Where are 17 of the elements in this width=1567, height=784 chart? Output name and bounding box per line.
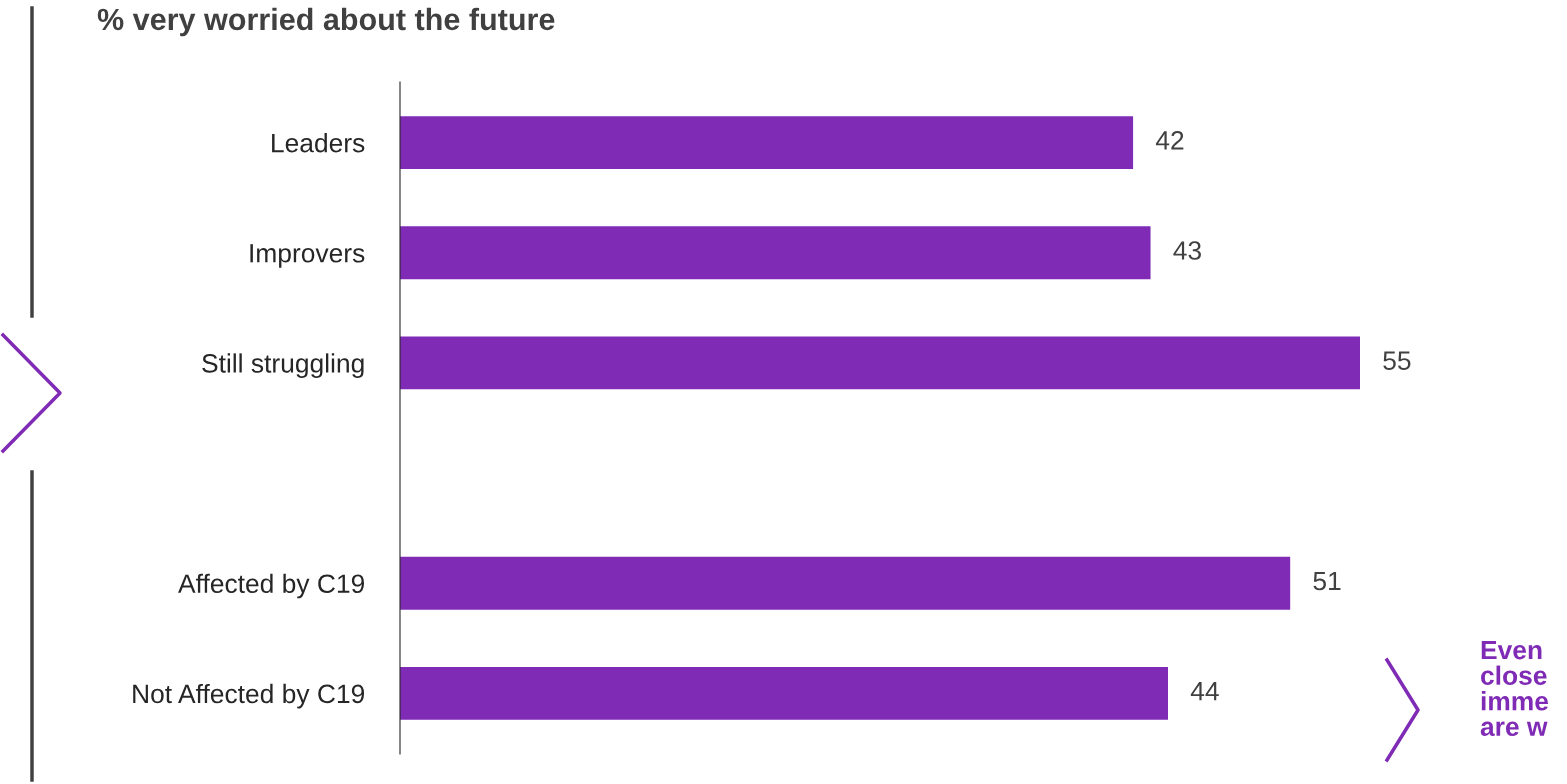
chart-title: % very worried about the future <box>97 7 555 37</box>
y-tick-label: Improvers <box>250 244 365 268</box>
bar <box>400 226 1151 280</box>
text: Even close imme are w <box>1480 640 1549 737</box>
data-label: 44 <box>1190 682 1219 701</box>
data-label: 42 <box>1155 130 1184 150</box>
y-tick-label: Still struggling <box>202 353 364 378</box>
data-label: 51 <box>1313 571 1341 591</box>
data-label: 55 <box>1383 351 1411 370</box>
bar <box>400 336 1360 390</box>
data-label: 43 <box>1173 241 1201 260</box>
y-tick-label: Affected by C19 <box>178 573 365 599</box>
bar <box>400 666 1168 720</box>
y-tick-label: Not Affected by C19 <box>133 683 365 709</box>
y-tick-label: Leaders <box>272 133 365 153</box>
bar <box>400 116 1134 170</box>
bar <box>400 556 1291 610</box>
